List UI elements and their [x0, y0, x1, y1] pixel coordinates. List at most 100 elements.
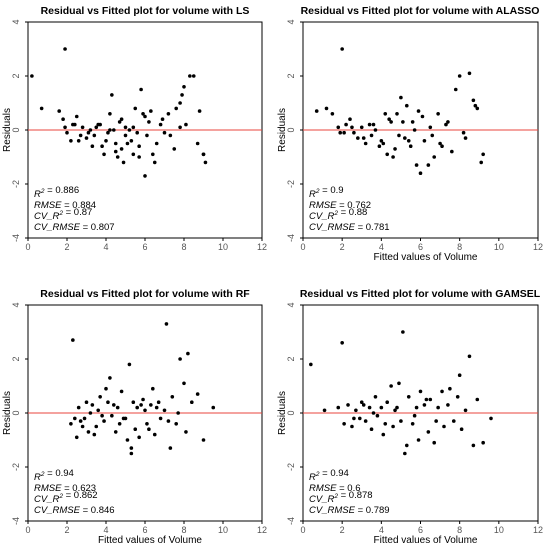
data-point: [440, 144, 444, 148]
data-point: [69, 422, 73, 426]
data-point: [381, 432, 386, 437]
data-point: [117, 422, 122, 426]
data-point: [80, 125, 85, 130]
data-point: [201, 438, 206, 442]
data-point: [102, 419, 106, 423]
x-tick-label: 10: [494, 242, 504, 252]
data-point: [446, 403, 450, 407]
data-point: [106, 130, 110, 135]
stat-value: 0.762: [347, 200, 371, 211]
data-point: [131, 125, 136, 130]
data-point: [108, 112, 112, 116]
stat-value: 0.884: [72, 200, 96, 211]
data-point: [162, 408, 167, 413]
x-tick-label: 0: [300, 242, 305, 252]
data-point: [74, 435, 79, 440]
y-axis-label: Residuals: [277, 108, 288, 152]
data-point: [108, 376, 112, 380]
data-point: [467, 354, 472, 359]
data-point: [154, 405, 159, 410]
stat-rmse: RMSE = 0.762: [309, 200, 371, 211]
stat-cv-rmse: CV_RMSE = 0.846: [34, 505, 115, 516]
data-point: [383, 422, 388, 426]
data-point: [129, 451, 134, 456]
data-point: [139, 403, 143, 407]
x-tick-label: 6: [418, 242, 423, 252]
data-point: [117, 120, 122, 124]
data-point: [143, 114, 147, 119]
data-point: [166, 419, 171, 423]
data-point: [410, 120, 415, 124]
data-point: [186, 351, 190, 356]
data-point: [145, 422, 149, 426]
data-point: [166, 112, 171, 116]
data-point: [404, 103, 409, 108]
data-point: [131, 400, 136, 405]
data-point: [74, 114, 79, 119]
data-point: [457, 74, 462, 78]
data-point: [100, 413, 104, 418]
data-point: [406, 139, 411, 143]
data-point: [131, 152, 136, 157]
data-point: [467, 71, 472, 76]
data-point: [369, 427, 374, 432]
y-tick-label: 4: [11, 19, 21, 24]
data-point: [463, 136, 468, 140]
data-point: [145, 133, 149, 138]
data-point: [90, 403, 95, 407]
data-point: [119, 389, 124, 394]
y-tick-label: -2: [11, 463, 21, 471]
data-point: [359, 125, 364, 130]
data-point: [336, 125, 341, 130]
data-point: [110, 93, 114, 97]
x-tick-label: 4: [379, 525, 384, 535]
data-point: [342, 422, 346, 426]
y-tick-label: 0: [11, 410, 21, 415]
data-point: [203, 160, 208, 165]
data-point: [143, 174, 147, 178]
x-tick-label: 6: [142, 242, 147, 252]
data-point: [143, 408, 147, 413]
data-point: [92, 133, 97, 138]
stat-value: 0.87: [74, 207, 93, 218]
data-point: [94, 424, 99, 429]
data-point: [176, 411, 180, 415]
data-point: [123, 125, 128, 130]
data-point: [82, 416, 87, 421]
data-point: [397, 133, 401, 138]
data-point: [383, 112, 388, 116]
data-point: [363, 141, 368, 146]
data-point: [184, 122, 188, 127]
y-tick-label: 0: [11, 127, 21, 132]
data-point: [363, 419, 368, 423]
data-point: [73, 416, 77, 421]
y-tick-label: 2: [286, 73, 296, 78]
data-point: [475, 106, 480, 111]
data-point: [125, 438, 130, 442]
panel-title: Residual vs Fitted plot for volume with …: [40, 288, 250, 300]
stat-value: 0.88: [349, 207, 368, 218]
data-point: [162, 130, 167, 135]
data-point: [450, 149, 454, 154]
data-point: [151, 152, 155, 157]
panel-3: Residual vs Fitted plot for volume with …: [2, 288, 267, 546]
x-axis-label: Fitted values of Volume: [374, 252, 478, 263]
stat-value: 0.789: [366, 505, 390, 516]
data-point: [174, 106, 178, 111]
data-point: [119, 147, 124, 151]
data-point: [121, 160, 126, 165]
data-point: [158, 416, 163, 421]
data-point: [416, 109, 421, 113]
data-point: [172, 147, 177, 151]
stat-cv-r-2: CV_R2 = 0.862: [34, 490, 98, 505]
data-point: [448, 386, 452, 391]
x-tick-label: 12: [257, 525, 267, 535]
data-point: [336, 405, 341, 410]
x-tick-label: 12: [533, 525, 543, 535]
data-point: [359, 400, 364, 405]
data-point: [129, 446, 134, 450]
stat-cv-r-2: CV_R2 = 0.878: [309, 490, 373, 505]
data-point: [104, 139, 108, 143]
data-point: [342, 130, 346, 135]
data-point: [426, 430, 431, 434]
